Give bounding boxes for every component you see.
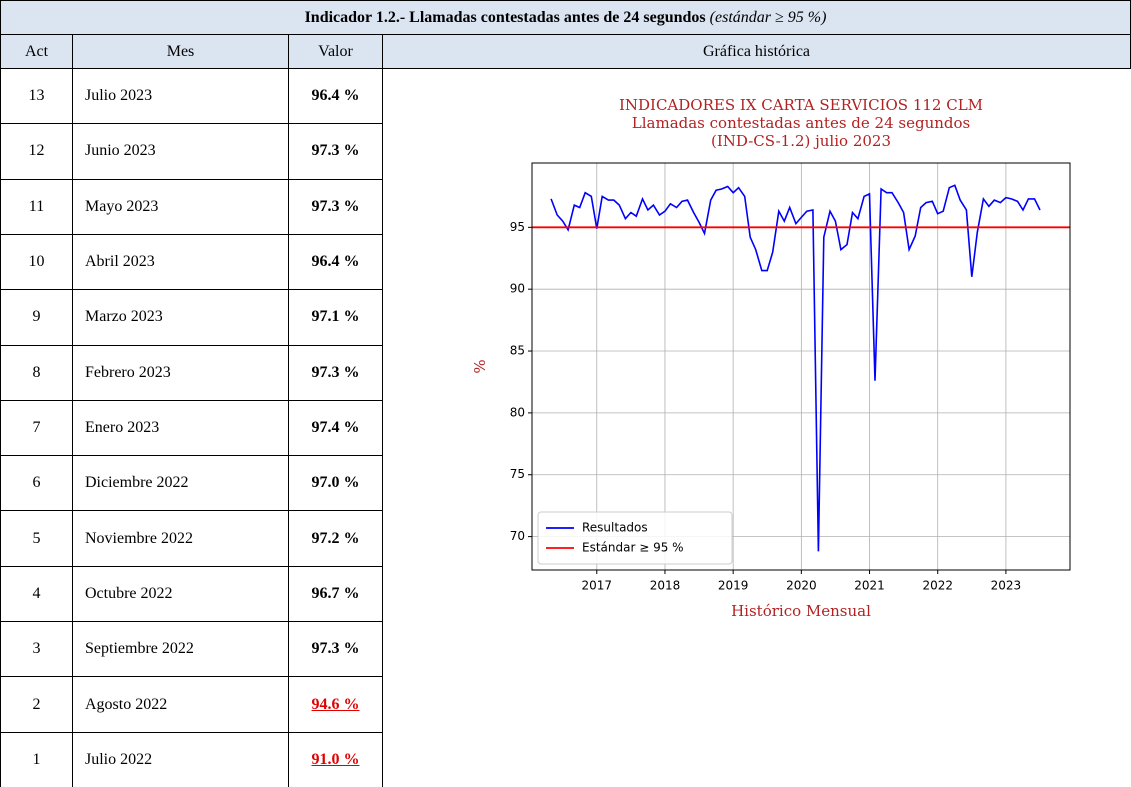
y-tick-label: 70 — [510, 529, 525, 543]
line-series — [550, 184, 1041, 552]
header-note: (estándar ≥ 95 %) — [709, 8, 827, 26]
legend-label: Resultados — [582, 521, 648, 535]
chart-title: Llamadas contestadas antes de 24 segundo… — [632, 114, 970, 132]
header: Indicador 1.2.- Llamadas contestadas ant… — [0, 0, 1131, 35]
chart-title: INDICADORES IX CARTA SERVICIOS 112 CLM — [619, 96, 983, 114]
column-header: Gráfica histórica — [382, 34, 1131, 69]
x-tick-label: 2017 — [582, 579, 613, 593]
chart-cell — [382, 68, 1131, 787]
x-tick-label: 2021 — [854, 579, 885, 593]
y-tick-label: 95 — [510, 220, 525, 234]
x-tick-label: 2020 — [786, 579, 817, 593]
x-tick-label: 2018 — [650, 579, 681, 593]
y-axis-label: % — [471, 359, 489, 373]
x-tick-label: 2022 — [922, 579, 953, 593]
x-tick-label: 2019 — [718, 579, 749, 593]
chart-title: (IND-CS-1.2) julio 2023 — [711, 132, 891, 150]
y-tick-label: 90 — [510, 282, 525, 296]
legend-label: Estándar ≥ 95 % — [582, 541, 684, 555]
x-axis-label: Histórico Mensual — [731, 602, 871, 620]
y-tick-label: 80 — [510, 405, 525, 419]
header-title: Indicador 1.2.- Llamadas contestadas ant… — [304, 8, 706, 26]
x-tick-label: 2023 — [991, 579, 1022, 593]
legend-box — [537, 511, 733, 565]
y-tick-label: 75 — [510, 467, 525, 481]
y-tick-label: 85 — [510, 344, 525, 358]
axes-frame — [531, 162, 1071, 571]
column-header: Valor — [288, 34, 383, 69]
